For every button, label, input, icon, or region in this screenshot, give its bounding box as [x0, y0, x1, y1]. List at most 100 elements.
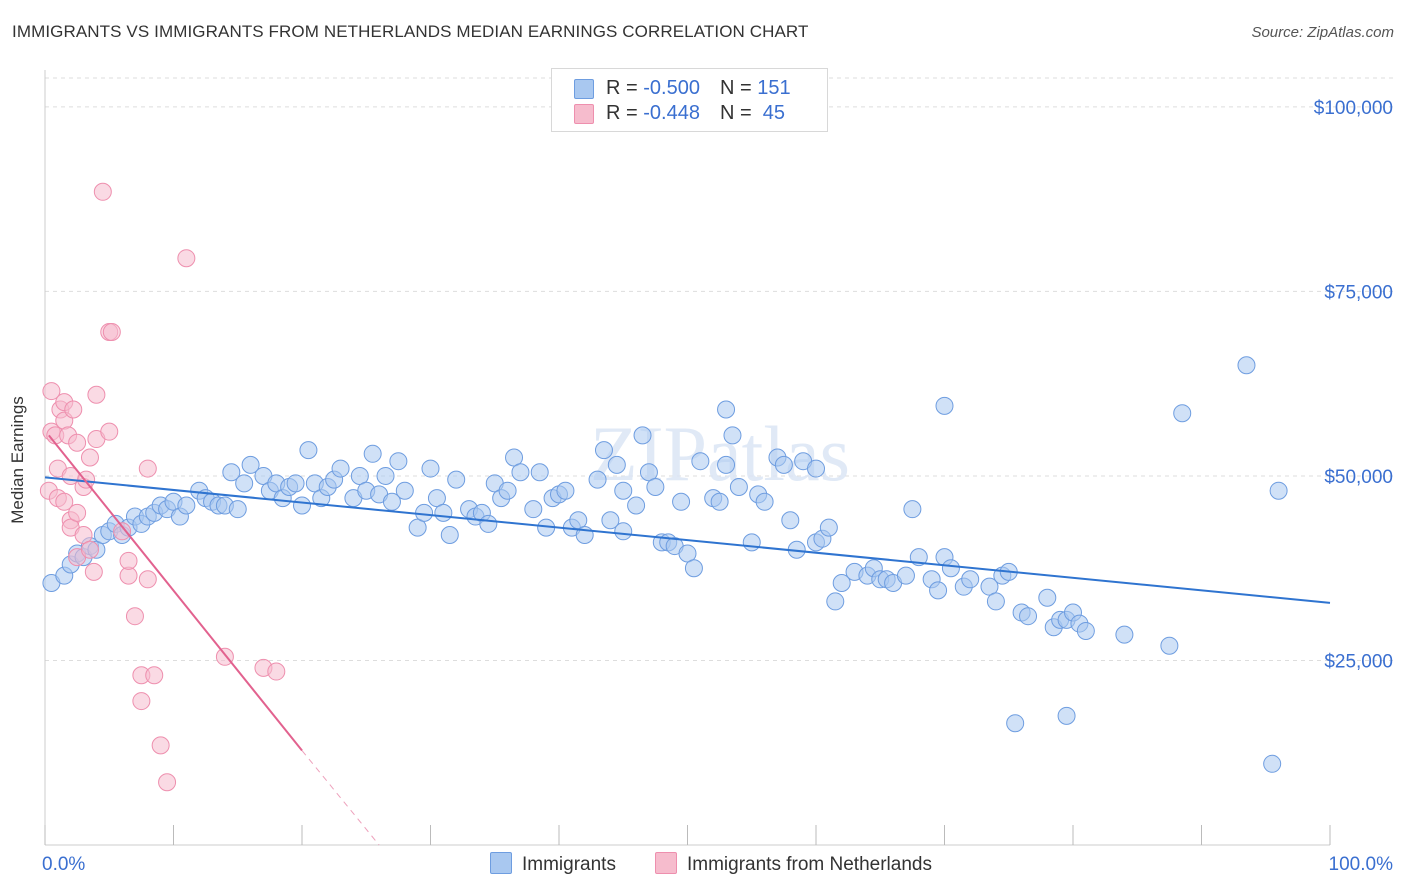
data-point	[102, 323, 121, 342]
data-point	[113, 522, 132, 541]
data-point	[1237, 356, 1256, 375]
data-point	[524, 500, 543, 519]
data-point	[929, 581, 948, 600]
data-point	[1006, 714, 1025, 733]
data-point	[1173, 404, 1192, 423]
data-point	[87, 385, 106, 404]
trend-lines	[44, 434, 1331, 846]
data-point	[723, 426, 742, 445]
data-point	[80, 540, 99, 559]
data-point	[68, 433, 87, 452]
data-point	[132, 692, 151, 711]
trend-line-immigrants	[44, 476, 1331, 604]
data-point	[100, 422, 119, 441]
data-point	[55, 492, 74, 511]
legend-row-immigrants: R = -0.500 N = 151	[574, 77, 791, 101]
y-tick-labels: $25,000 $50,000 $75,000 $100,000	[1314, 98, 1393, 673]
data-point	[84, 562, 103, 581]
data-point	[421, 459, 440, 478]
x-tick-label: 100.0%	[1329, 854, 1394, 875]
data-point	[498, 481, 517, 500]
legend-row-netherlands: R = -0.448 N = 45	[574, 102, 785, 126]
bottom-legend-netherlands: Immigrants from Netherlands	[655, 852, 932, 876]
data-point	[299, 441, 318, 460]
data-point	[382, 492, 401, 511]
data-point	[961, 570, 980, 589]
data-point	[395, 481, 414, 500]
legend-swatch-blue	[574, 78, 594, 99]
data-point	[1038, 588, 1057, 607]
data-point	[363, 444, 382, 463]
data-point	[819, 518, 838, 537]
data-point	[556, 481, 575, 500]
data-point	[614, 481, 633, 500]
data-point	[896, 566, 915, 585]
legend-r-label: R =	[606, 77, 644, 99]
x-tick-labels: 0.0% 100.0%	[42, 854, 1393, 875]
legend-swatch-pink	[574, 103, 594, 124]
data-point	[1263, 754, 1282, 773]
data-point	[986, 592, 1005, 611]
data-point	[228, 500, 247, 519]
bottom-legend-swatch-pink	[655, 852, 677, 874]
grid-lines	[45, 77, 1393, 661]
trend-line-netherlands	[48, 434, 303, 752]
data-point	[1115, 625, 1134, 644]
data-point	[389, 452, 408, 471]
data-point	[376, 466, 395, 485]
data-point	[447, 470, 466, 489]
legend-r-value: -0.500	[643, 77, 700, 99]
data-point	[807, 459, 825, 478]
data-point	[832, 573, 851, 592]
trend-line-netherlands-extension	[301, 750, 380, 846]
data-point	[935, 396, 954, 415]
data-point	[415, 503, 434, 522]
legend-n-label: N =	[719, 77, 758, 99]
legend-n-value: 45	[757, 102, 786, 124]
data-point	[293, 496, 311, 515]
data-point	[479, 514, 498, 533]
bottom-legend-label: Immigrants from Netherlands	[687, 854, 932, 875]
data-point	[145, 666, 164, 685]
data-point	[774, 455, 793, 474]
data-point	[691, 452, 710, 471]
data-point	[717, 455, 736, 474]
y-tick-label: $50,000	[1324, 467, 1393, 488]
bottom-legend-swatch-blue	[490, 852, 512, 874]
data-point	[633, 426, 652, 445]
data-point	[646, 478, 665, 497]
data-point	[1076, 621, 1095, 640]
y-tick-label: $75,000	[1324, 282, 1393, 303]
data-point	[125, 607, 144, 626]
data-point	[627, 496, 646, 515]
data-point	[672, 492, 691, 511]
data-point	[1019, 607, 1038, 626]
y-axis-label: Median Earnings	[8, 396, 27, 524]
y-tick-label: $25,000	[1324, 651, 1393, 672]
data-point	[607, 455, 626, 474]
data-point	[826, 592, 845, 611]
data-point	[235, 474, 254, 493]
data-point	[80, 448, 99, 467]
data-point	[530, 463, 549, 482]
data-point	[440, 526, 459, 544]
legend-n-label: N =	[719, 102, 758, 124]
data-point	[138, 459, 157, 478]
bottom-legend-immigrants: Immigrants	[490, 852, 616, 876]
legend-n-value: 151	[757, 77, 791, 99]
data-point	[222, 463, 241, 482]
data-point	[588, 470, 607, 489]
legend-r-label: R =	[606, 102, 644, 124]
data-point	[158, 773, 177, 792]
data-point	[717, 400, 736, 419]
data-point	[151, 736, 170, 755]
data-point	[267, 662, 286, 681]
x-tick-label: 0.0%	[42, 854, 85, 875]
chart-source: Source: ZipAtlas.com	[1251, 24, 1394, 41]
data-point	[1160, 636, 1179, 655]
data-point	[755, 492, 774, 511]
data-point	[138, 570, 157, 589]
data-point	[286, 474, 305, 493]
data-point	[177, 249, 196, 268]
